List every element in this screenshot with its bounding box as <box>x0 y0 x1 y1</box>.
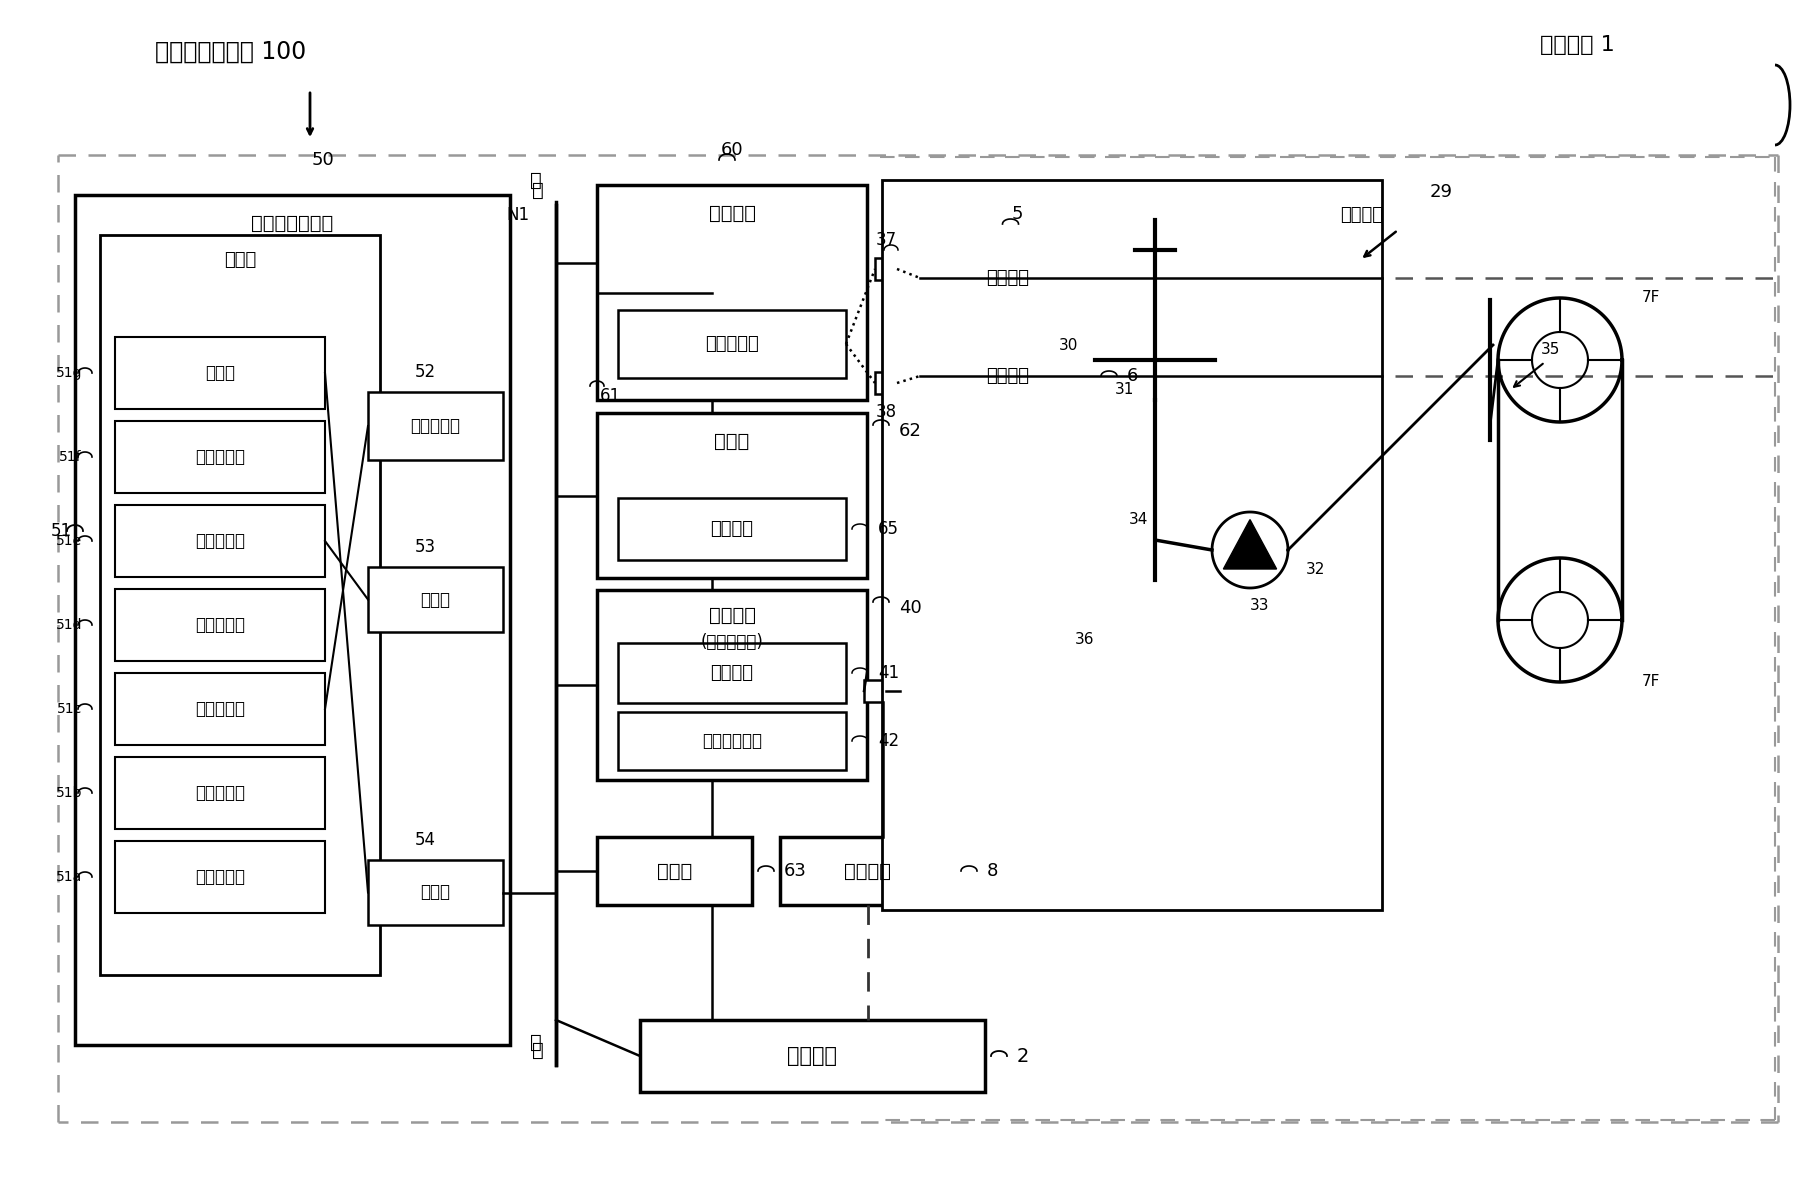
Text: 惯性测量装置: 惯性测量装置 <box>702 732 762 750</box>
Bar <box>597 413 866 578</box>
Bar <box>116 589 325 661</box>
Text: 7F: 7F <box>1643 290 1661 306</box>
Text: 警报部: 警报部 <box>657 862 691 881</box>
Text: 5: 5 <box>1013 205 1023 223</box>
Text: 31: 31 <box>1115 383 1134 397</box>
Text: 作业装置: 作业装置 <box>787 1046 838 1066</box>
Text: 51b: 51b <box>56 786 81 800</box>
Text: 36: 36 <box>1076 632 1096 648</box>
Text: 8: 8 <box>987 862 998 880</box>
Text: ～: ～ <box>532 180 543 199</box>
Text: 变速装置: 变速装置 <box>986 269 1029 287</box>
Bar <box>617 712 847 770</box>
Text: 62: 62 <box>899 422 922 440</box>
Text: 6: 6 <box>1126 367 1139 385</box>
Polygon shape <box>1224 520 1276 569</box>
Text: 52: 52 <box>415 362 437 382</box>
Bar <box>875 372 897 394</box>
Bar <box>116 841 325 913</box>
Text: 补给设定部: 补给设定部 <box>195 448 245 466</box>
Bar <box>641 1020 986 1092</box>
Text: 54: 54 <box>415 830 437 850</box>
Bar <box>597 185 866 400</box>
Text: 32: 32 <box>1307 563 1325 577</box>
Text: 自动控制部: 自动控制部 <box>706 335 758 353</box>
Text: ～: ～ <box>532 1040 543 1060</box>
Bar <box>116 421 325 493</box>
Text: 63: 63 <box>783 862 807 880</box>
Bar <box>617 498 847 560</box>
Bar <box>76 194 511 1045</box>
Text: 38: 38 <box>875 403 897 421</box>
Text: 65: 65 <box>877 520 899 538</box>
Text: 29: 29 <box>1430 182 1453 200</box>
Text: 34: 34 <box>1128 512 1148 528</box>
Text: 控制部: 控制部 <box>224 251 256 269</box>
Text: 线路制作部: 线路制作部 <box>195 700 245 718</box>
Bar <box>865 680 886 702</box>
Bar <box>883 180 1383 910</box>
Text: 7F: 7F <box>1643 674 1661 690</box>
Bar <box>116 337 325 409</box>
Text: 制动装置: 制动装置 <box>986 367 1029 385</box>
Text: 51g: 51g <box>56 366 81 380</box>
Bar <box>99 235 381 974</box>
Text: 通信部: 通信部 <box>421 883 451 901</box>
Text: 53: 53 <box>415 538 437 556</box>
Text: 显示操作部: 显示操作部 <box>410 416 460 434</box>
Text: 61: 61 <box>599 386 621 404</box>
Text: 农作业支援系统 100: 农作业支援系统 100 <box>155 40 307 64</box>
Text: 定位装置: 定位装置 <box>709 606 756 624</box>
Bar <box>368 860 504 925</box>
Text: 2: 2 <box>1016 1046 1029 1066</box>
Bar <box>368 392 504 460</box>
Bar <box>597 590 866 780</box>
Bar <box>921 244 1096 312</box>
Text: 42: 42 <box>877 732 899 750</box>
Text: 50: 50 <box>310 151 334 169</box>
Text: 农作业支援装置: 农作业支援装置 <box>251 214 334 233</box>
Text: 51c: 51c <box>56 702 81 716</box>
Text: ～: ～ <box>531 1033 542 1052</box>
Text: 51a: 51a <box>56 870 81 884</box>
Bar <box>116 673 325 745</box>
Bar <box>617 310 847 378</box>
Text: 接收装置: 接收装置 <box>711 664 753 682</box>
Text: 控制装置: 控制装置 <box>709 204 756 222</box>
Text: 操舵装置: 操舵装置 <box>1339 206 1383 224</box>
Bar <box>116 757 325 829</box>
Text: 37: 37 <box>875 230 897 248</box>
Text: 30: 30 <box>1058 337 1078 353</box>
Text: 51e: 51e <box>56 534 81 548</box>
Text: 通知部: 通知部 <box>206 364 235 382</box>
Bar <box>597 838 753 905</box>
Text: 区域设定部: 区域设定部 <box>195 784 245 802</box>
Bar <box>116 505 325 577</box>
Text: 35: 35 <box>1540 342 1560 358</box>
Text: 60: 60 <box>720 140 744 158</box>
Text: ～: ～ <box>531 170 542 190</box>
Text: 操作部: 操作部 <box>715 432 749 450</box>
Bar <box>875 258 897 280</box>
Text: 33: 33 <box>1251 599 1269 613</box>
Text: 余量运算部: 余量运算部 <box>195 532 245 550</box>
Text: 农业机械 1: 农业机械 1 <box>1540 35 1615 55</box>
Text: 51: 51 <box>51 522 72 540</box>
Bar <box>921 342 1096 410</box>
Text: 41: 41 <box>877 664 899 682</box>
Text: 存储部: 存储部 <box>421 590 451 608</box>
Text: 轨迹运算部: 轨迹运算部 <box>195 616 245 634</box>
Bar <box>617 643 847 703</box>
Text: 40: 40 <box>899 599 922 617</box>
Text: (位置检测部): (位置检测部) <box>700 634 764 650</box>
Text: 51f: 51f <box>60 450 81 464</box>
Text: 模式开关: 模式开关 <box>711 520 753 538</box>
Text: 51d: 51d <box>56 618 81 632</box>
Bar <box>780 838 955 905</box>
Text: N1: N1 <box>507 206 529 224</box>
Text: 升降装置: 升降装置 <box>845 862 892 881</box>
Bar <box>368 566 504 632</box>
Text: 田地登记部: 田地登记部 <box>195 868 245 886</box>
